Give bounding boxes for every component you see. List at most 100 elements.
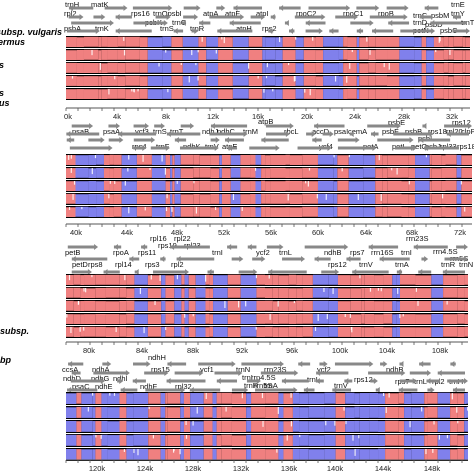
gene-arrow xyxy=(370,131,379,137)
gene-arrow xyxy=(113,244,122,250)
alignment-tracks xyxy=(65,123,472,227)
gene-arrow xyxy=(133,20,168,26)
gene-arrow xyxy=(224,137,244,143)
gene-label: trnK xyxy=(95,24,109,33)
gene-label: rps12 xyxy=(354,375,373,384)
gene-arrow xyxy=(367,123,401,129)
gene-arrow xyxy=(444,256,468,262)
gene-arrow xyxy=(71,370,81,376)
alignment-track xyxy=(66,49,470,61)
gene-arrow xyxy=(129,256,140,262)
gene-label: ycf2 xyxy=(317,365,331,374)
gene-arrow xyxy=(444,123,472,129)
gene-arrow xyxy=(153,269,190,275)
gene-arrow xyxy=(183,14,199,20)
gene-label: rrn16S xyxy=(371,248,394,257)
gene-label: rpoB xyxy=(378,9,394,18)
gene-arrow xyxy=(68,361,84,367)
gene-label: psbF xyxy=(382,127,399,136)
gene-arrow xyxy=(247,244,257,250)
gene-arrow xyxy=(233,5,263,11)
alignment-track xyxy=(66,88,470,100)
gene-arrow xyxy=(349,131,354,137)
gene-label: trnI xyxy=(212,248,223,257)
gene-arrow xyxy=(69,145,113,151)
gene-arrow xyxy=(227,244,238,250)
gene-arrow xyxy=(198,361,236,367)
gene-arrow xyxy=(66,28,100,34)
axis-tick-label: 88k xyxy=(186,346,200,355)
alignment-track xyxy=(66,167,472,179)
gene-arrow xyxy=(305,20,326,26)
gene-label: trnA xyxy=(395,260,409,269)
gene-arrow xyxy=(266,131,290,137)
gene-label: trnS xyxy=(160,24,174,33)
gene-arrow xyxy=(289,28,295,34)
gene-label: psbB xyxy=(405,127,423,136)
gene-arrow xyxy=(447,378,468,384)
gene-arrow xyxy=(372,28,394,34)
alignment-track xyxy=(66,62,470,74)
gene-arrow xyxy=(409,370,432,376)
alignment-track xyxy=(66,326,468,338)
axis-tick-label: 40k xyxy=(69,228,83,237)
gene-arrow xyxy=(108,123,121,129)
gene-arrow xyxy=(176,256,215,262)
alignment-track xyxy=(66,274,468,286)
axis-tick-label: 32k xyxy=(445,112,459,121)
gene-arrow xyxy=(68,5,94,11)
gene-label: trnD xyxy=(413,18,428,27)
gene-label: rps11 xyxy=(138,248,157,257)
gene-label: rrn23S xyxy=(264,365,287,374)
alignment-track xyxy=(66,300,468,312)
gene-label: atpH xyxy=(236,24,252,33)
gene-label: rps7 xyxy=(350,248,365,257)
gene-arrow xyxy=(145,387,186,393)
gene-label: petG xyxy=(411,142,428,151)
species-label-1: subsp. vulgaris xyxy=(0,27,63,37)
gene-arrow xyxy=(103,269,120,275)
gene-arrow xyxy=(337,145,377,151)
gene-arrow xyxy=(279,5,301,11)
gene-arrow xyxy=(71,20,114,26)
axis-tick-label: 80k xyxy=(82,346,96,355)
axis-tick-label: 12k xyxy=(206,112,220,121)
alignment-track xyxy=(66,36,470,48)
species-label-5: us xyxy=(0,98,10,108)
axis-tick-label: 72k xyxy=(453,228,467,237)
gene-arrow xyxy=(210,123,248,129)
gene-arrow xyxy=(134,269,139,275)
gene-arrow xyxy=(281,378,309,384)
gene-arrow xyxy=(284,20,289,26)
gene-arrow xyxy=(108,137,124,143)
gene-arrow xyxy=(70,378,105,384)
species-label-7: bp xyxy=(0,355,11,365)
gene-label: rpl14 xyxy=(115,260,132,269)
gene-label: rps19 xyxy=(158,241,177,250)
alignment-panel-3: rpl16 rpl22 rrn23S rps19 rpl23 rrn4.5S r… xyxy=(0,234,474,358)
gene-arrow xyxy=(314,256,331,262)
gene-label: rrn23S xyxy=(406,234,429,243)
gene-arrow xyxy=(394,145,417,151)
gene-arrow xyxy=(154,123,165,129)
gene-arrow xyxy=(173,28,184,34)
position-axis xyxy=(65,107,470,111)
position-axis xyxy=(65,223,472,227)
axis-tick-label: 0k xyxy=(64,112,72,121)
gene-arrow xyxy=(424,145,459,151)
gene-arrow xyxy=(167,361,187,367)
gene-label: psbE xyxy=(388,118,406,127)
gene-label: rrn5S xyxy=(254,381,273,390)
gene-arrow xyxy=(216,5,226,11)
gene-arrow xyxy=(315,378,324,384)
gene-label: rps16 xyxy=(131,9,150,18)
gene-arrow xyxy=(396,269,403,275)
gene-label: trnV xyxy=(334,381,348,390)
gene-arrow xyxy=(132,378,146,384)
axis-tick-label: 20k xyxy=(300,112,314,121)
axis-tick-label: 92k xyxy=(235,346,249,355)
gene-label: ndhB xyxy=(386,365,404,374)
gene-arrow xyxy=(252,256,266,262)
gene-label: trnN xyxy=(459,260,474,269)
gene-arrow xyxy=(250,14,266,20)
